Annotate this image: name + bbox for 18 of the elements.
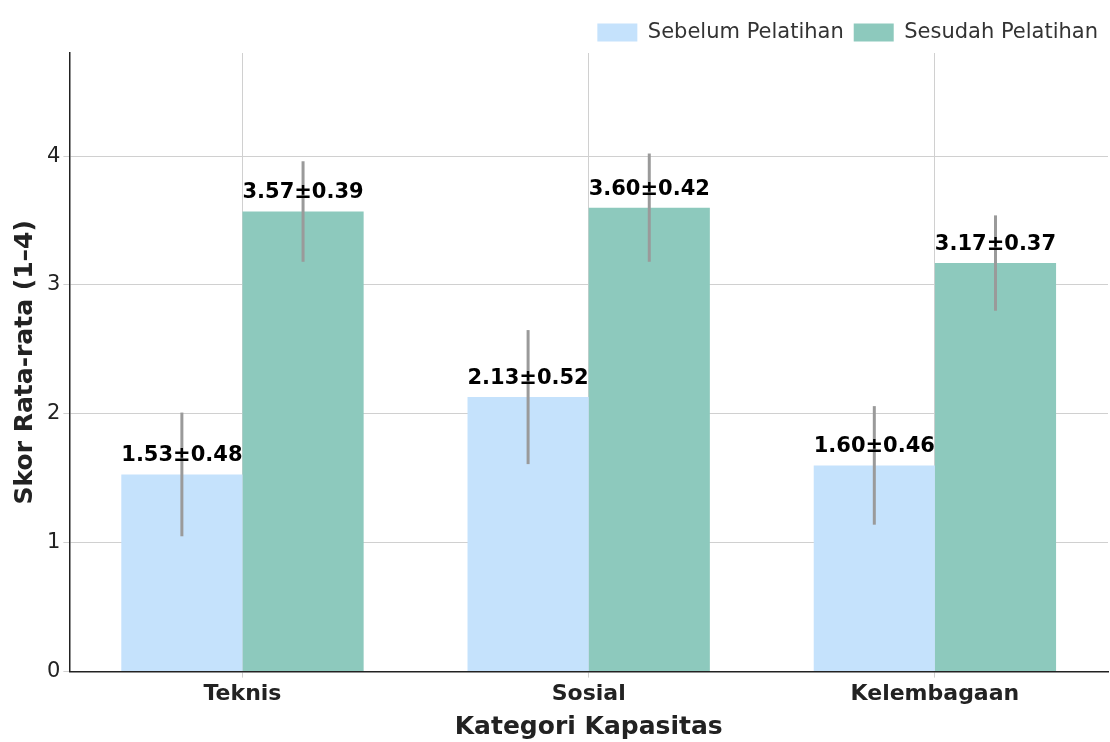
data-label: 2.13±0.52	[467, 365, 589, 390]
y-axis-title: Skor Rata-rata (1–4)	[8, 220, 38, 505]
y-tick-label: 0	[46, 658, 61, 683]
y-tick-label: 4	[46, 142, 61, 167]
x-tick-label: Teknis	[203, 679, 282, 705]
legend-label: Sebelum Pelatihan	[647, 18, 844, 43]
data-label: 3.17±0.37	[934, 231, 1057, 256]
data-label: 3.60±0.42	[588, 175, 710, 200]
y-tick-label: 2	[46, 400, 61, 425]
y-tick-label: 1	[46, 529, 61, 554]
y-tick-label: 3	[46, 271, 61, 296]
data-label: 3.57±0.39	[242, 179, 364, 204]
x-tick-label: Kelembagaan	[850, 679, 1020, 705]
data-label: 1.60±0.46	[813, 433, 935, 458]
x-axis-title: Kategori Kapasitas	[454, 710, 723, 740]
data-label: 1.53±0.48	[121, 442, 243, 467]
legend-label: Sesudah Pelatihan	[904, 18, 1098, 43]
x-tick-label: Sosial	[551, 679, 626, 705]
